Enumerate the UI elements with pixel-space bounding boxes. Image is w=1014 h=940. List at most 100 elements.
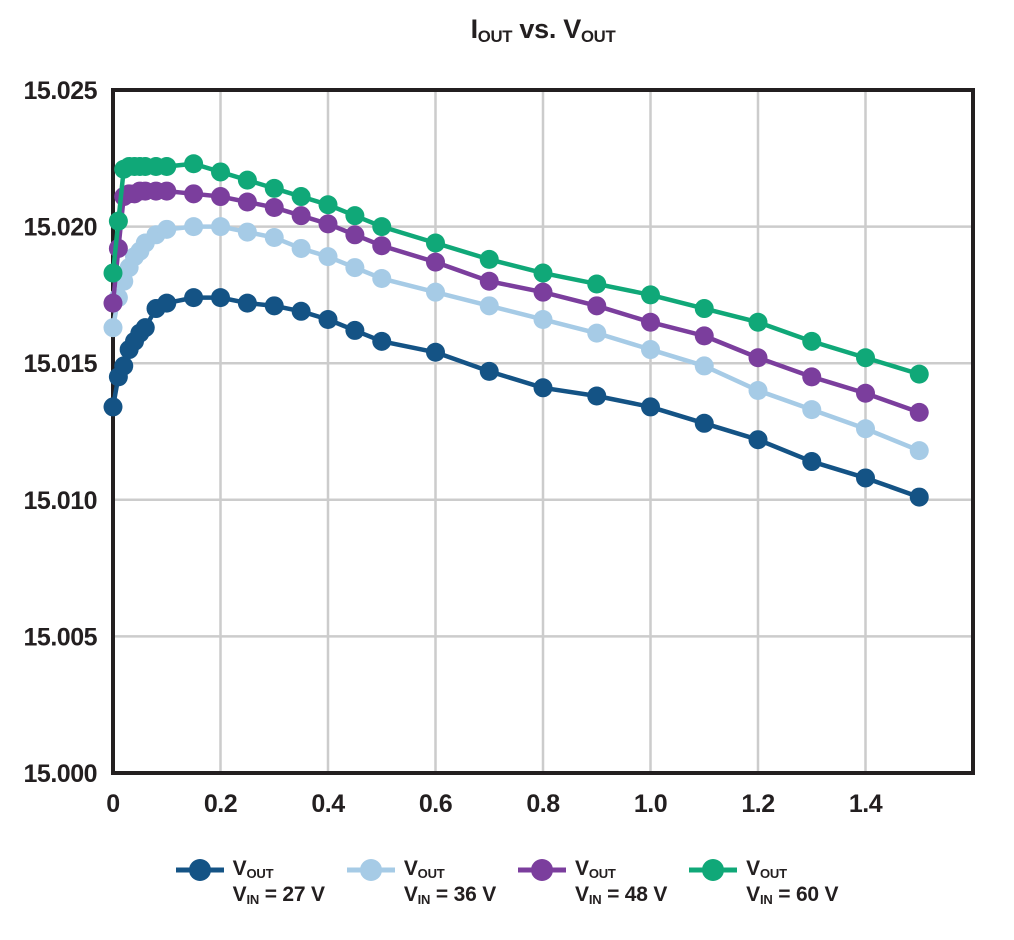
circle-line-marker-icon [689,859,738,881]
data-point-marker [694,299,714,319]
legend-label: VOUT VIN = 60 V [746,856,838,908]
data-point-marker [184,288,204,308]
data-point-marker [533,282,553,302]
data-point-marker [533,263,553,283]
data-point-marker [372,236,392,256]
gridlines [113,90,973,773]
data-point-marker [748,348,768,368]
data-point-marker [426,342,445,362]
data-point-marker [587,323,607,343]
data-point-marker [291,301,311,321]
data-point-marker [856,348,875,368]
x-tick-label: 0.4 [311,790,345,818]
legend-label-series: VOUT [403,857,445,881]
legend-item-vin-60v: VOUT VIN = 60 V [689,856,839,908]
data-point-marker [103,263,123,283]
circle-line-marker-icon [175,859,224,881]
x-tick-label: 0 [106,790,119,818]
data-point-marker [372,331,392,351]
data-point-marker [103,318,123,338]
data-point-marker [135,318,155,338]
data-point-marker [114,356,134,376]
data-point-marker [802,331,822,351]
data-point-marker [587,274,607,294]
data-point-marker [103,397,123,417]
data-point-marker [211,187,230,207]
data-point-marker [318,214,338,234]
data-point-marker [748,430,768,450]
data-point-marker [184,217,204,237]
data-point-marker [103,293,123,313]
data-point-marker [909,364,929,384]
chart-legend: VOUT VIN = 27 V VOUT VIN = 36 V VOUT VIN = 48… [0,856,1014,908]
data-point-marker [479,271,499,291]
data-point-marker [641,312,660,332]
x-tick-label: 1.0 [634,790,667,818]
data-point-marker [157,219,177,239]
circle-line-marker-icon [518,859,566,881]
legend-label-series: VOUT [746,857,787,881]
x-tick-label: 1.2 [741,790,774,818]
data-point-marker [909,487,929,507]
data-point-marker [184,184,204,204]
chart-plot-area: 15.000 15.005 15.010 15.015 15.020 15.025 0 0.2… [24,77,975,818]
legend-label-series: VOUT [575,857,616,881]
data-point-marker [237,170,257,190]
data-point-marker [264,228,284,248]
data-point-marker [748,312,768,332]
data-point-marker [211,162,230,182]
data-point-marker [264,197,284,217]
data-point-marker [345,225,365,245]
data-point-marker [641,397,660,417]
data-point-marker [909,441,929,461]
data-point-marker [264,178,284,198]
data-point-marker [802,452,822,472]
data-point-marker [211,288,230,308]
data-point-marker [237,293,257,313]
legend-label: VOUT VIN = 36 V [404,856,496,908]
legend-label: VOUT VIN = 27 V [233,856,325,908]
data-point-marker [426,252,445,272]
x-axis-tick-labels: 0 0.2 0.4 0.6 0.8 1.0 1.2 1.4 [106,790,883,818]
data-point-marker [694,326,714,346]
data-point-marker [479,361,499,381]
legend-item-vin-27v: VOUT VIN = 27 V [175,856,325,908]
series-vin-36v [103,217,929,461]
data-point-marker [345,206,365,226]
legend-label: VOUT VIN = 48 V [575,856,667,908]
data-point-marker [157,181,177,201]
data-point-marker [318,247,338,267]
data-point-marker [802,367,822,387]
data-point-marker [157,293,177,313]
series-line-vin-60v [110,161,922,377]
data-point-marker [291,187,311,207]
data-point-marker [291,206,311,226]
data-point-marker [372,217,392,237]
data-point-marker [909,402,929,422]
data-point-marker [426,233,445,253]
data-point-marker [372,269,392,289]
y-tick-label: 15.020 [24,214,97,242]
data-point-marker [856,419,875,439]
data-point-marker [318,309,338,329]
x-tick-label: 1.4 [849,790,883,818]
data-point-marker [479,249,499,269]
legend-label-condition: VIN = 36 V [403,883,496,907]
data-point-marker [184,154,204,174]
series-vin-60v [103,154,929,384]
y-tick-label: 15.015 [24,350,98,378]
chart-title: IOUT vs. VOUT [470,14,616,46]
legend-label-condition: VIN = 27 V [232,883,325,907]
legend-label-condition: VIN = 48 V [575,883,668,907]
x-tick-label: 0.2 [204,790,237,818]
plot-border [111,88,975,775]
series-line-vin-27v [110,295,922,500]
data-point-marker [587,386,607,406]
data-point-marker [237,222,257,242]
legend-item-vin-36v: VOUT VIN = 36 V [346,856,496,908]
y-axis-tick-labels: 15.000 15.005 15.010 15.015 15.020 15.025 [24,77,99,788]
data-point-marker [533,309,553,329]
data-point-marker [587,296,607,316]
legend-label-condition: VIN = 60 V [746,883,839,907]
